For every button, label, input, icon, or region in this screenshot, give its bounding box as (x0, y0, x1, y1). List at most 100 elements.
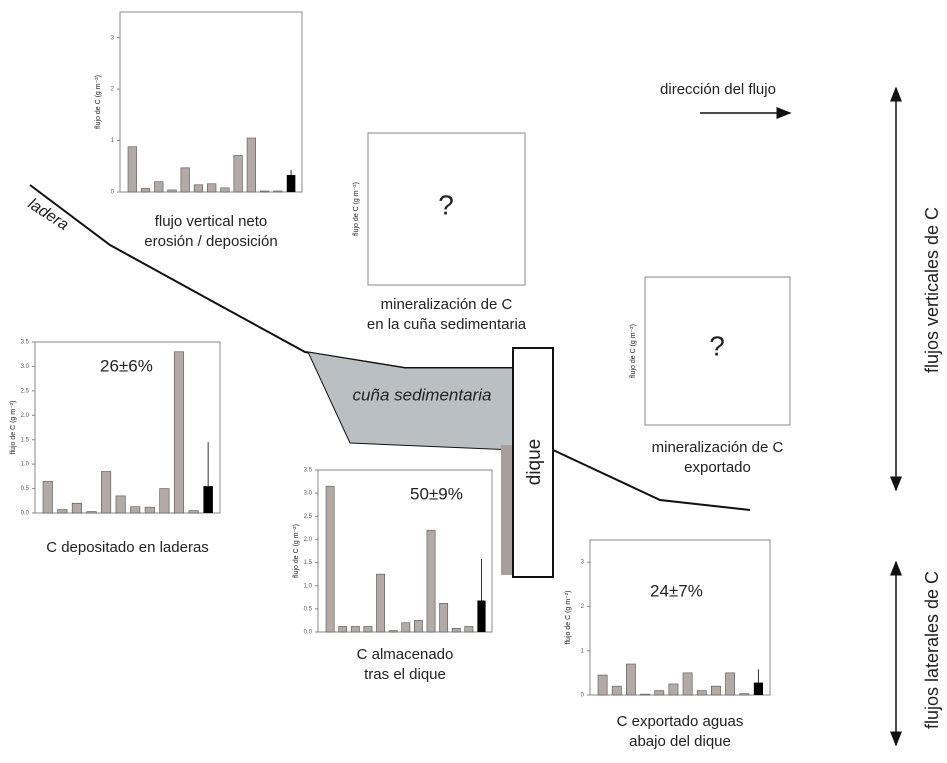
y-axis-label: flujo de C (g m⁻²) (293, 524, 300, 578)
bar (364, 626, 372, 632)
bar (274, 191, 283, 192)
bar (402, 623, 410, 632)
chart-frame (120, 12, 302, 192)
bar (128, 147, 137, 192)
annotation: 24±7% (650, 581, 703, 600)
wedge-label: cuña sedimentaria (353, 385, 492, 404)
caption: C exportado aguas (617, 713, 744, 730)
y-tick-label: 1 (581, 648, 585, 654)
y-tick-label: 2 (581, 604, 585, 610)
bar (598, 675, 607, 695)
annotation: 50±9% (410, 484, 463, 503)
bar (683, 673, 692, 695)
bar (376, 574, 384, 632)
y-tick-label: 2.5 (21, 388, 30, 394)
bar (726, 673, 735, 695)
y-tick-label: 1 (111, 138, 115, 144)
y-tick-label: 0.5 (304, 606, 313, 612)
mean-bar (203, 486, 212, 513)
y-tick-label: 1.5 (21, 437, 30, 443)
y-tick-label: 3.5 (304, 468, 313, 474)
dam-label: dique (524, 439, 545, 486)
y-tick-label: 2 (111, 87, 115, 93)
bar (427, 530, 435, 632)
bar (339, 626, 347, 632)
annotation: ? (438, 189, 454, 220)
bar (351, 626, 359, 632)
bar (87, 512, 96, 513)
caption: C depositado en laderas (46, 539, 209, 556)
chart-frame (318, 470, 492, 632)
bar (174, 352, 183, 513)
bar (414, 620, 422, 632)
y-tick-label: 2.0 (304, 537, 313, 543)
bar (43, 481, 52, 513)
diagram: cuña sedimentaria dique ladera dirección… (0, 0, 947, 763)
y-axis-label: flujo de C (g m⁻²) (10, 401, 17, 455)
y-tick-label: 0 (581, 693, 585, 699)
bar (116, 496, 125, 513)
chart-frame (590, 540, 770, 695)
caption: en la cuña sedimentaria (367, 316, 527, 333)
bar (145, 507, 154, 513)
caption: exportado (684, 459, 751, 476)
lateral-fluxes-label: flujos laterales de C (922, 571, 942, 729)
slope-label: ladera (25, 196, 72, 235)
bar (58, 510, 67, 513)
y-axis-label: flujo de C (g m⁻²) (95, 75, 102, 129)
mean-bar (477, 601, 485, 632)
y-tick-label: 3 (581, 560, 585, 566)
bar (168, 190, 177, 192)
caption: flujo vertical neto (155, 213, 268, 230)
bar (189, 511, 198, 513)
y-tick-label: 1.5 (304, 560, 313, 566)
bar (154, 182, 163, 192)
bar (655, 691, 664, 695)
bar (72, 503, 81, 513)
bar (711, 686, 720, 695)
caption: mineralización de C (652, 439, 784, 456)
annotation: ? (709, 330, 725, 361)
bar (141, 188, 150, 192)
caption: C almacenado (357, 646, 454, 663)
mean-bar (287, 175, 296, 192)
annotation: 26±6% (100, 356, 153, 375)
bar (440, 603, 448, 632)
bar (207, 184, 216, 192)
bar (697, 691, 706, 695)
bar (326, 486, 334, 632)
bar (740, 694, 749, 695)
y-axis-label: flujo de C (g m⁻²) (565, 591, 572, 645)
caption: tras el dique (364, 666, 446, 683)
bar (452, 628, 460, 632)
y-tick-label: 0.0 (21, 511, 30, 517)
bar (389, 631, 397, 632)
bar (194, 185, 203, 192)
bar (612, 686, 621, 695)
y-tick-label: 0 (111, 190, 115, 196)
bar (181, 168, 190, 192)
bar (234, 155, 243, 192)
flow-direction-label: dirección del flujo (660, 81, 776, 98)
bar (626, 664, 635, 695)
y-tick-label: 1.0 (304, 583, 313, 589)
bar (221, 188, 230, 192)
y-tick-label: 3.0 (304, 491, 313, 497)
caption: mineralización de C (381, 296, 513, 313)
bar (247, 138, 256, 192)
bar (131, 507, 140, 513)
caption: erosión / deposición (144, 233, 277, 250)
bar (260, 191, 269, 192)
y-tick-label: 2.5 (304, 514, 313, 520)
bar (669, 684, 678, 695)
bar (641, 694, 650, 695)
y-tick-label: 1.0 (21, 462, 30, 468)
y-tick-label: 3.0 (21, 364, 30, 370)
y-tick-label: 2.0 (21, 413, 30, 419)
mean-bar (754, 683, 763, 695)
bar (465, 626, 473, 632)
bar (101, 471, 110, 513)
y-tick-label: 0.5 (21, 486, 30, 492)
y-tick-label: 3 (111, 35, 115, 41)
caption: abajo del dique (629, 733, 731, 750)
